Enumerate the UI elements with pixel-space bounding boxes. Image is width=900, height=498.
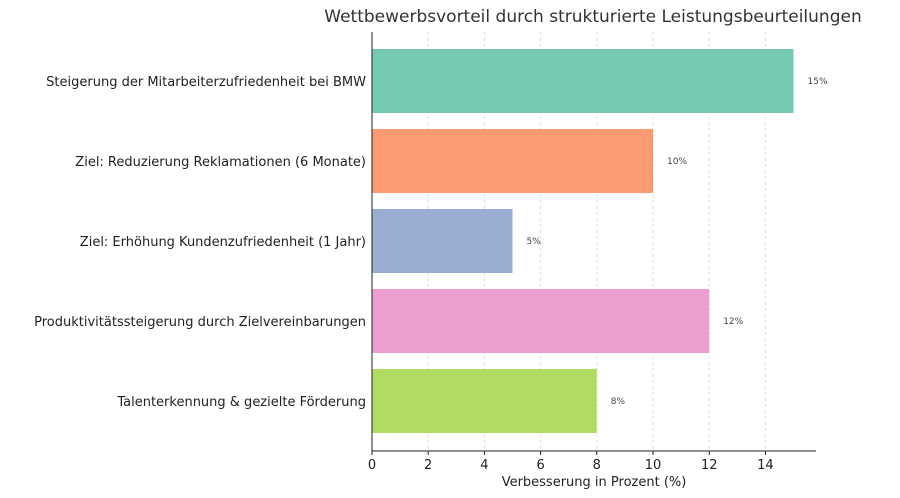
category-label: Ziel: Reduzierung Reklamationen (6 Monat… xyxy=(75,155,366,170)
axes: 0 2 4 6 8 10 12 14 xyxy=(368,32,816,473)
bar xyxy=(372,49,794,113)
x-tick-label: 8 xyxy=(593,458,601,473)
x-tick-label: 14 xyxy=(757,458,774,473)
bars xyxy=(372,49,794,433)
category-labels: Steigerung der Mitarbeiterzufriedenheit … xyxy=(34,75,366,410)
x-tick-label: 10 xyxy=(645,458,662,473)
x-tick-label: 4 xyxy=(480,458,488,473)
x-tick-label: 2 xyxy=(424,458,432,473)
data-label: 5% xyxy=(527,237,542,247)
bar xyxy=(372,369,597,433)
data-label: 8% xyxy=(611,397,626,407)
data-label: 15% xyxy=(808,77,828,87)
category-label: Produktivitätssteigerung durch Zielverei… xyxy=(34,315,366,330)
bar xyxy=(372,129,654,193)
x-tick-label: 6 xyxy=(536,458,544,473)
category-label: Talenterkennung & gezielte Förderung xyxy=(116,395,366,410)
x-axis-label: Verbesserung in Prozent (%) xyxy=(502,475,687,490)
x-tick-label: 12 xyxy=(701,458,718,473)
data-label: 10% xyxy=(667,157,687,167)
bar xyxy=(372,289,710,353)
category-label: Steigerung der Mitarbeiterzufriedenheit … xyxy=(46,75,366,90)
bar xyxy=(372,209,513,273)
data-labels: 15% 10% 5% 12% 8% xyxy=(527,77,828,407)
x-tick-label: 0 xyxy=(368,458,376,473)
chart-title: Wettbewerbsvorteil durch strukturierte L… xyxy=(324,7,861,27)
data-label: 12% xyxy=(723,317,743,327)
category-label: Ziel: Erhöhung Kundenzufriedenheit (1 Ja… xyxy=(80,235,366,250)
